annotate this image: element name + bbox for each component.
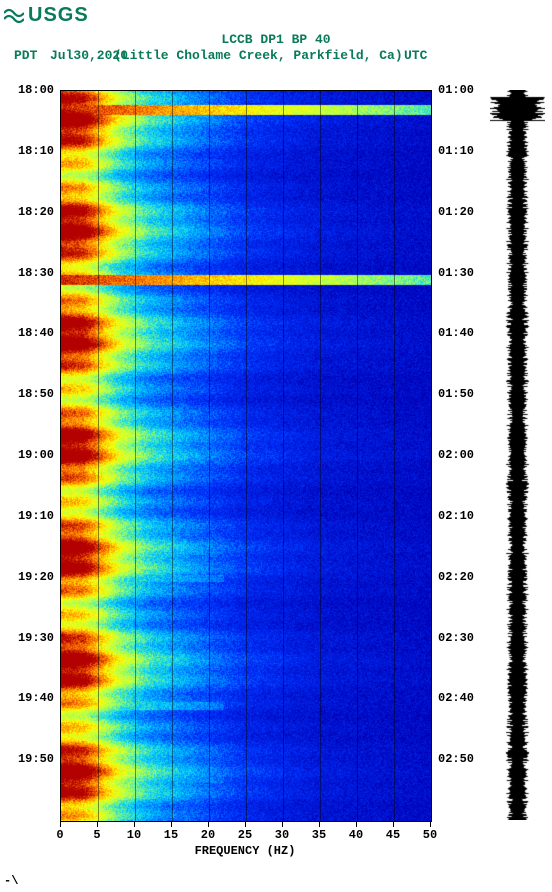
grid-line: [394, 91, 395, 821]
y-right-tick: 02:30: [438, 631, 474, 645]
y-left-tick: 19:10: [18, 509, 54, 523]
grid-line: [98, 91, 99, 821]
y-left-tick: 19:50: [18, 752, 54, 766]
x-tick-label: 30: [275, 828, 289, 842]
grid-line: [172, 91, 173, 821]
grid-line: [320, 91, 321, 821]
y-left-tick: 18:40: [18, 326, 54, 340]
y-left-tick: 18:20: [18, 205, 54, 219]
usgs-logo: USGS: [4, 4, 89, 27]
x-tick-label: 45: [386, 828, 400, 842]
grid-line: [357, 91, 358, 821]
y-left-tick: 18:00: [18, 83, 54, 97]
x-tick-label: 50: [423, 828, 437, 842]
grid-line: [246, 91, 247, 821]
y-right-tick: 01:10: [438, 144, 474, 158]
y-left-tick: 19:20: [18, 570, 54, 584]
seismogram: [490, 90, 545, 820]
y-left-tick: 19:30: [18, 631, 54, 645]
chart-title: LCCB DP1 BP 40: [0, 32, 552, 47]
y-axis-right: 01:0001:1001:2001:3001:4001:5002:0002:10…: [434, 90, 484, 820]
x-axis: FREQUENCY (HZ) 05101520253035404550: [60, 822, 430, 862]
tz-right: UTC: [404, 48, 427, 63]
x-tick-label: 0: [56, 828, 63, 842]
y-right-tick: 02:00: [438, 448, 474, 462]
seismogram-canvas: [490, 90, 545, 820]
y-left-tick: 18:30: [18, 266, 54, 280]
y-right-tick: 01:50: [438, 387, 474, 401]
x-tick-mark: [134, 822, 135, 827]
x-tick-label: 10: [127, 828, 141, 842]
grid-line: [209, 91, 210, 821]
x-tick-mark: [97, 822, 98, 827]
y-right-tick: 02:50: [438, 752, 474, 766]
x-tick-mark: [245, 822, 246, 827]
y-right-tick: 01:40: [438, 326, 474, 340]
x-tick-mark: [282, 822, 283, 827]
y-axis-left: 18:0018:1018:2018:3018:4018:5019:0019:10…: [0, 90, 58, 820]
y-left-tick: 18:10: [18, 144, 54, 158]
y-right-tick: 01:30: [438, 266, 474, 280]
y-right-tick: 02:10: [438, 509, 474, 523]
x-tick-label: 20: [201, 828, 215, 842]
usgs-logo-text: USGS: [28, 4, 89, 27]
spectrogram: [60, 90, 432, 822]
y-right-tick: 01:00: [438, 83, 474, 97]
x-tick-mark: [319, 822, 320, 827]
x-tick-label: 5: [93, 828, 100, 842]
footer-mark: -\: [4, 874, 18, 888]
x-axis-title: FREQUENCY (HZ): [60, 844, 430, 858]
x-tick-mark: [430, 822, 431, 827]
x-tick-label: 40: [349, 828, 363, 842]
x-tick-mark: [356, 822, 357, 827]
x-tick-mark: [60, 822, 61, 827]
tz-left: PDT: [14, 48, 37, 63]
x-tick-mark: [208, 822, 209, 827]
y-right-tick: 02:20: [438, 570, 474, 584]
x-tick-mark: [171, 822, 172, 827]
x-tick-mark: [393, 822, 394, 827]
y-left-tick: 19:40: [18, 691, 54, 705]
grid-line: [283, 91, 284, 821]
x-tick-label: 15: [164, 828, 178, 842]
chart-location: (Little Cholame Creek, Parkfield, Ca): [114, 48, 403, 63]
y-left-tick: 19:00: [18, 448, 54, 462]
y-right-tick: 01:20: [438, 205, 474, 219]
grid-line: [135, 91, 136, 821]
usgs-wave-icon: [4, 7, 24, 25]
y-left-tick: 18:50: [18, 387, 54, 401]
x-tick-label: 25: [238, 828, 252, 842]
x-tick-label: 35: [312, 828, 326, 842]
y-right-tick: 02:40: [438, 691, 474, 705]
